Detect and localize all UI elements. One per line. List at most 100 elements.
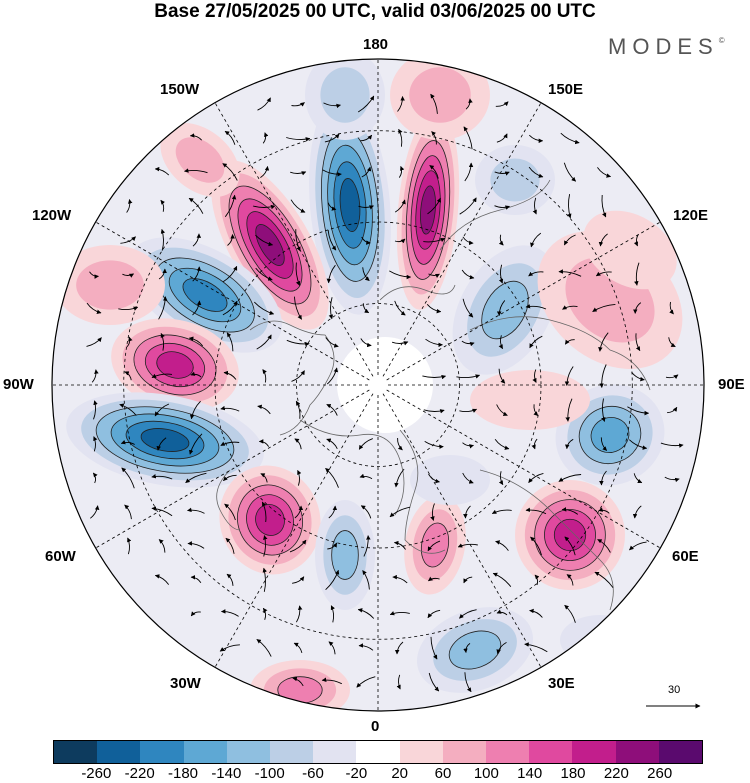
wind-vector-arrow bbox=[362, 303, 370, 314]
wind-vector-arrow bbox=[262, 369, 267, 383]
wind-vector-arrow bbox=[667, 406, 678, 414]
wind-vector-arrow bbox=[89, 271, 99, 279]
positive-anomaly-contour bbox=[156, 351, 194, 379]
wind-vector-arrow bbox=[252, 204, 276, 210]
polar-cap-area bbox=[337, 337, 433, 433]
wind-vector-arrow bbox=[189, 133, 203, 141]
wind-vector-arrow bbox=[327, 542, 338, 550]
wind-vector-arrow bbox=[154, 166, 170, 176]
wind-vector-arrow bbox=[291, 370, 305, 382]
wind-vector-arrow bbox=[525, 304, 547, 310]
wind-vector-arrow bbox=[256, 334, 272, 350]
wind-vector-arrow bbox=[293, 296, 302, 320]
wind-vector-arrow bbox=[459, 609, 477, 619]
wind-vector-arrow bbox=[563, 234, 576, 246]
coastline bbox=[439, 179, 551, 251]
wind-vector-arrow bbox=[118, 306, 139, 311]
wind-vector-arrow bbox=[360, 505, 372, 519]
wind-vector-arrow bbox=[185, 472, 207, 484]
wind-vector-arrow bbox=[120, 440, 135, 445]
wind-vector-arrow bbox=[428, 672, 440, 692]
wind-vector-arrow bbox=[496, 404, 508, 416]
wind-vector-arrow bbox=[224, 503, 236, 521]
wind-vector-arrow bbox=[389, 611, 410, 616]
wind-vector-arrow bbox=[564, 366, 574, 386]
wind-vector-arrow bbox=[463, 576, 473, 584]
wind-vector-arrow bbox=[423, 409, 445, 414]
wind-vector-arrow bbox=[496, 133, 508, 143]
wind-vector-arrow bbox=[529, 335, 543, 349]
wind-vector-arrow bbox=[260, 473, 268, 483]
wind-vector-arrow bbox=[151, 506, 173, 517]
wind-vector-arrow bbox=[122, 273, 134, 278]
wind-vector-arrow bbox=[558, 269, 582, 277]
coastline bbox=[469, 316, 651, 391]
wind-vector-arrow bbox=[356, 676, 376, 688]
lon-label-0: 0 bbox=[371, 718, 380, 735]
wind-vector-arrow bbox=[327, 229, 337, 251]
wind-vector-arrow bbox=[361, 166, 372, 178]
wind-vector-arrow bbox=[86, 337, 102, 347]
wind-vector-arrow bbox=[187, 541, 205, 549]
wind-vector-arrow bbox=[127, 537, 132, 555]
coastlines bbox=[216, 179, 651, 611]
wind-vector-arrow bbox=[363, 535, 371, 557]
wind-vector-arrow bbox=[427, 609, 441, 619]
wind-vector-arrow bbox=[560, 132, 580, 145]
wind-vector-arrow bbox=[564, 339, 575, 345]
wind-vector-arrow bbox=[289, 539, 307, 553]
wind-vector-arrow bbox=[669, 301, 674, 315]
wind-vector-arrow bbox=[565, 398, 573, 422]
wind-vector-arrow bbox=[262, 132, 269, 144]
wind-vector-arrow bbox=[530, 536, 542, 556]
wind-vector-arrow bbox=[257, 97, 271, 111]
wind-vector-arrow bbox=[227, 234, 235, 246]
colorbar bbox=[53, 740, 703, 764]
wind-vector-arrow bbox=[257, 404, 271, 415]
wind-vector-arrow bbox=[491, 509, 512, 515]
colorbar-tick-label: -180 bbox=[167, 765, 199, 782]
positive-anomaly-contour bbox=[420, 522, 450, 568]
wind-vector-arrow bbox=[226, 332, 234, 352]
wind-vector-arrow bbox=[119, 403, 137, 416]
wind-vector-arrow bbox=[326, 367, 339, 385]
wind-vector-arrow bbox=[328, 505, 338, 519]
wind-vector-arrow bbox=[598, 332, 609, 352]
wind-vector-arrow bbox=[188, 336, 204, 347]
wind-vector-arrow bbox=[360, 338, 372, 348]
lon-label-60w: 60W bbox=[45, 548, 76, 565]
wind-vector-arrow bbox=[297, 469, 302, 486]
wind-vector-arrow bbox=[286, 137, 311, 142]
wind-vector-arrow bbox=[93, 400, 98, 420]
wind-vector-arrow bbox=[498, 234, 504, 246]
lon-label-30w: 30W bbox=[170, 675, 201, 692]
wind-vector-arrow bbox=[253, 301, 275, 315]
wind-vector-arrow bbox=[358, 438, 373, 450]
wind-vector-arrow bbox=[394, 238, 406, 244]
wind-vector-arrow bbox=[565, 438, 574, 450]
meridian-line bbox=[382, 393, 542, 668]
wind-vector-arrow bbox=[222, 300, 238, 316]
meridian-line bbox=[214, 393, 374, 668]
wind-vector-arrow bbox=[462, 298, 474, 318]
wind-vector-arrow bbox=[463, 126, 473, 150]
wind-vector-arrow bbox=[91, 369, 99, 383]
wind-vector-arrow bbox=[498, 335, 503, 350]
wind-vector-arrow bbox=[498, 368, 506, 384]
colorbar-tick-label: -140 bbox=[211, 765, 242, 782]
wind-vector-arrow bbox=[222, 265, 238, 283]
wind-vector-arrow bbox=[599, 364, 607, 388]
wind-vector-arrow bbox=[286, 339, 310, 347]
wind-vector-arrow bbox=[394, 468, 405, 488]
wind-vector-arrow bbox=[627, 406, 650, 416]
negative-anomaly-contour bbox=[320, 67, 370, 123]
wind-vector-arrow bbox=[566, 574, 574, 586]
wind-vector-arrow bbox=[154, 574, 170, 585]
colorbar-swatch bbox=[183, 741, 227, 763]
wind-vector-arrow bbox=[462, 236, 474, 246]
wind-vector-arrow bbox=[330, 605, 335, 623]
wind-vector-arrow bbox=[595, 271, 612, 277]
wind-vector-arrow bbox=[222, 163, 238, 181]
meridian-line bbox=[386, 389, 661, 549]
wind-vector-arrow bbox=[357, 95, 375, 113]
